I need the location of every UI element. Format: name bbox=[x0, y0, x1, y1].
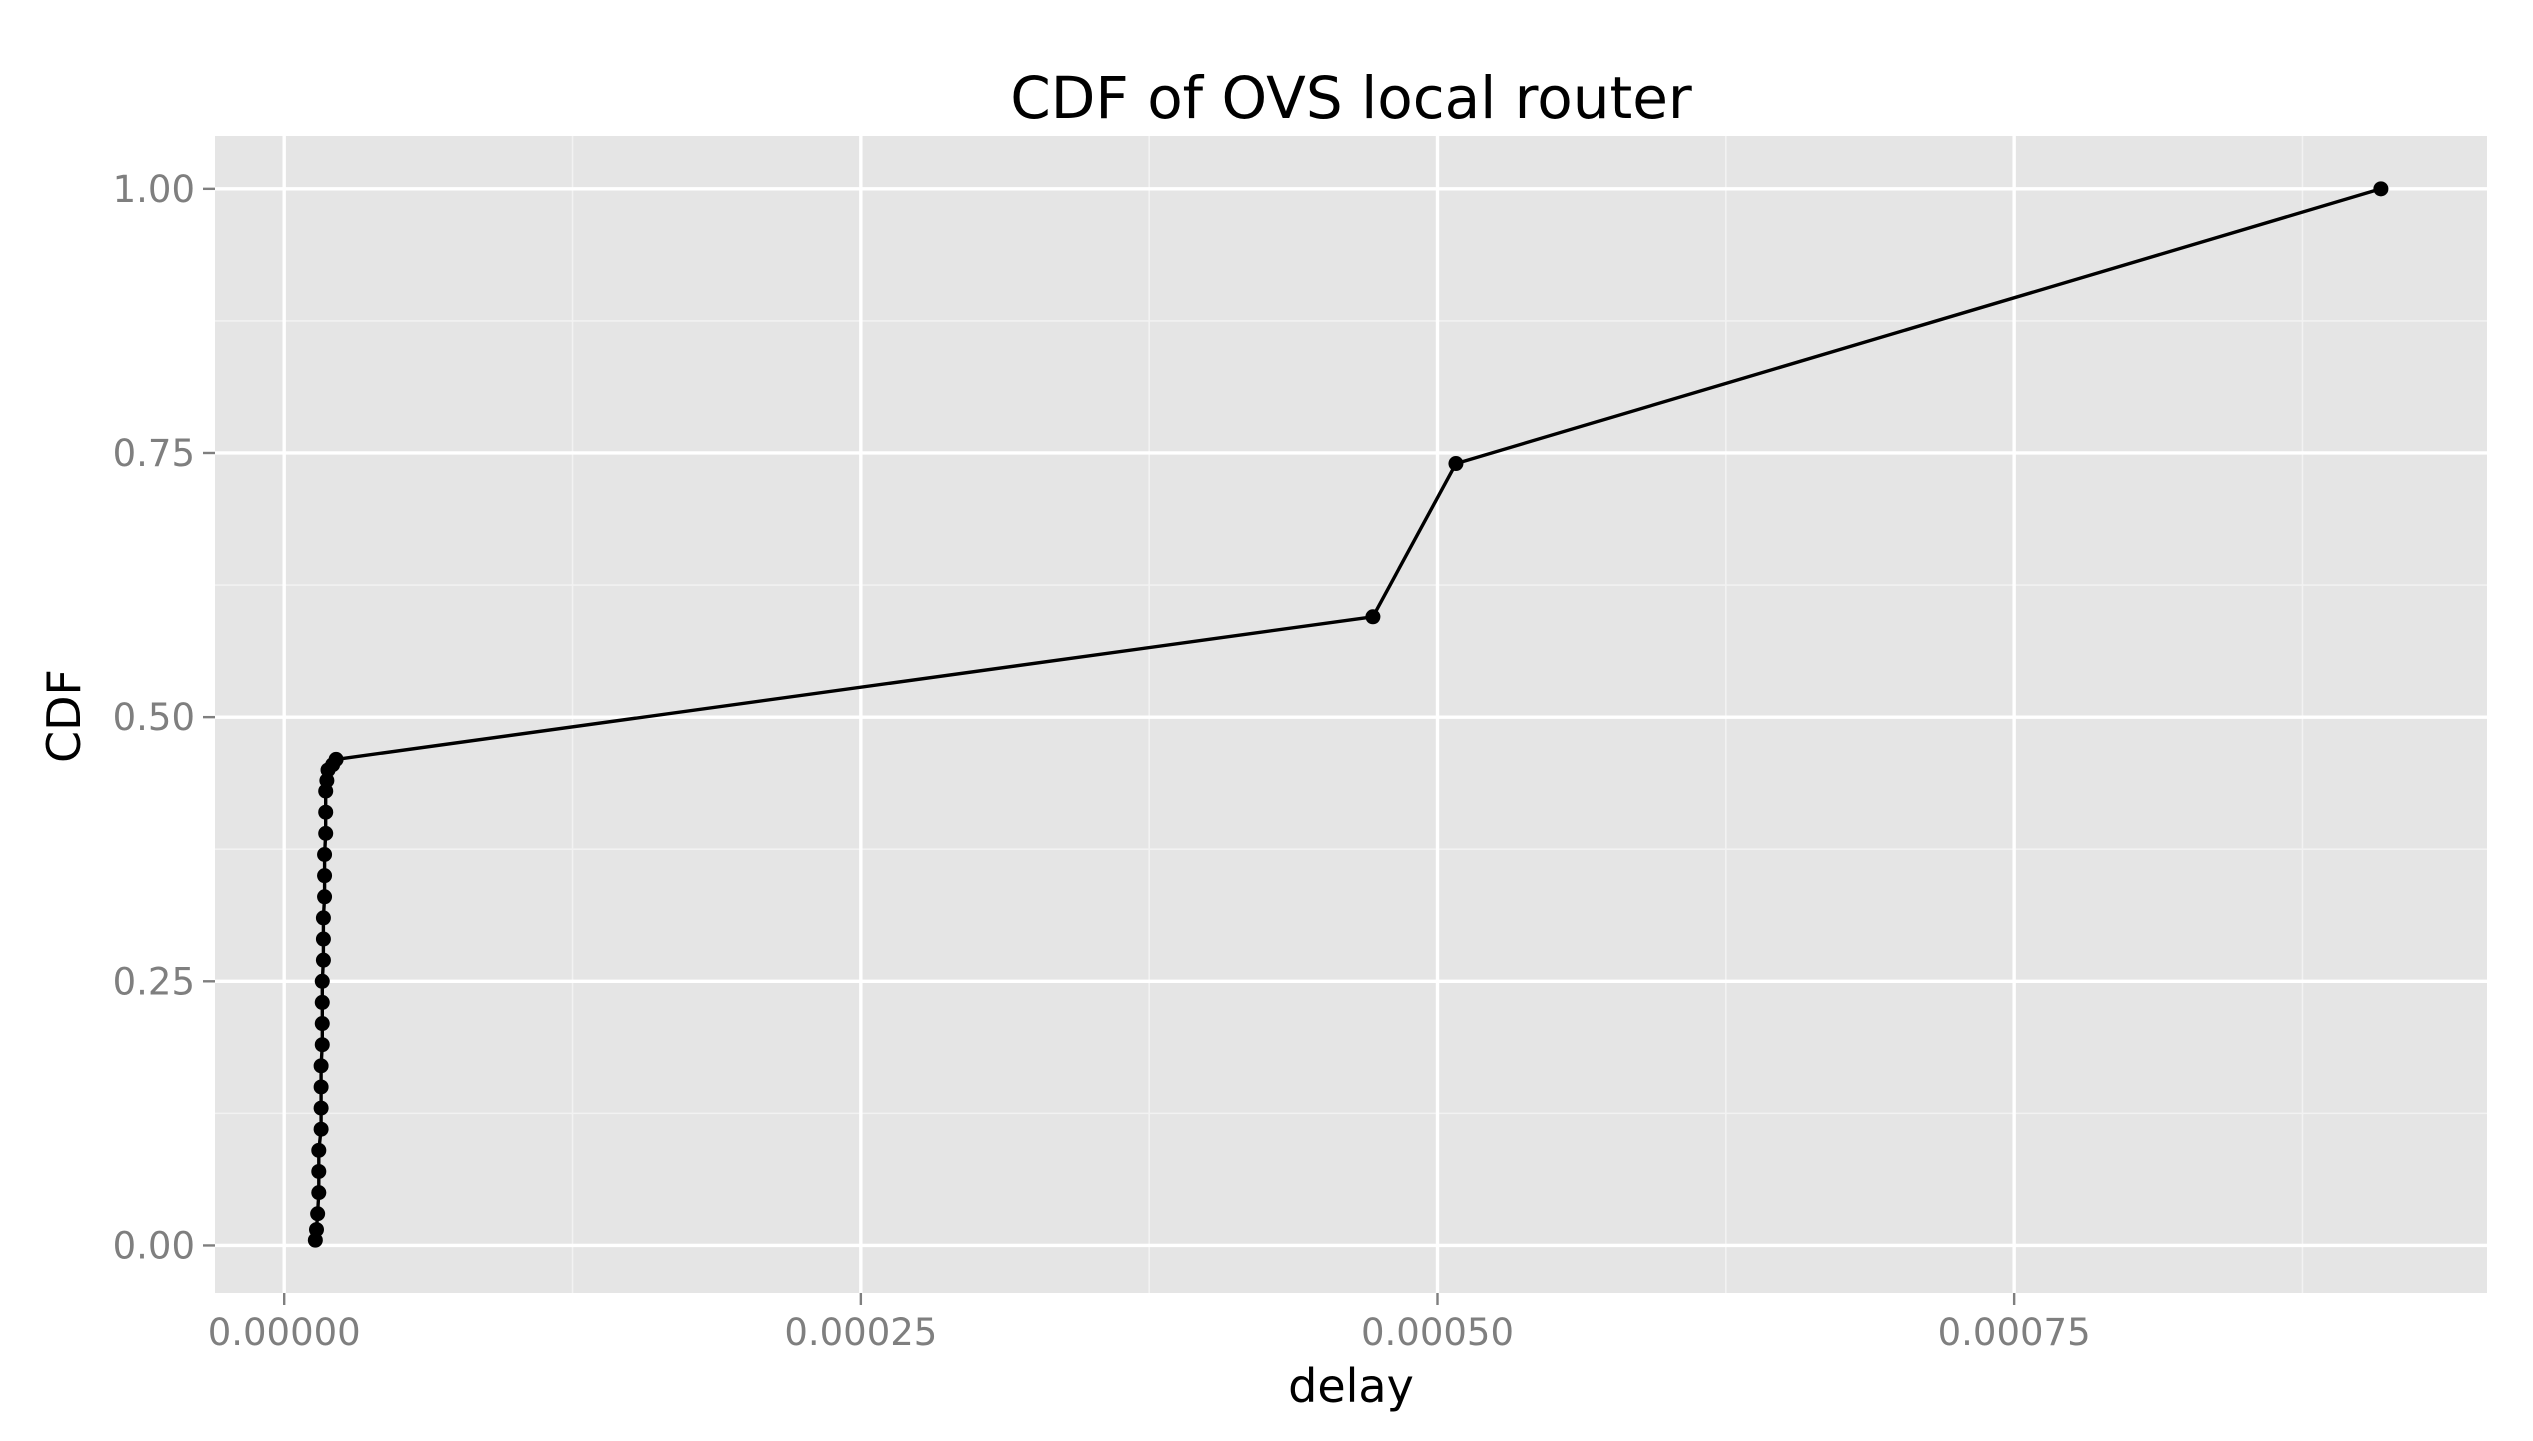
cdf-data-point bbox=[1448, 456, 1464, 472]
y-tick-label: 0.00 bbox=[113, 1224, 195, 1267]
y-axis-title: CDF bbox=[37, 669, 91, 763]
cdf-data-point bbox=[318, 825, 334, 841]
axes-layer: 0.00000 0.00025 0.00050 0.00075 0.00 0.25 0.50… bbox=[113, 168, 2091, 1354]
x-tick-label: 0.00025 bbox=[784, 1311, 937, 1354]
x-tick-label: 0.00075 bbox=[1938, 1311, 2091, 1354]
cdf-data-point bbox=[311, 1142, 327, 1158]
series-layer bbox=[307, 181, 2389, 1248]
cdf-data-point bbox=[313, 1100, 329, 1116]
cdf-data-point bbox=[311, 1163, 327, 1179]
cdf-data-point bbox=[328, 751, 344, 767]
y-tick-label: 0.75 bbox=[113, 432, 195, 475]
cdf-data-point bbox=[314, 994, 330, 1010]
plot-panel bbox=[215, 136, 2487, 1293]
cdf-data-point bbox=[317, 868, 333, 884]
cdf-data-point bbox=[318, 804, 334, 820]
x-tick-label: 0.00050 bbox=[1361, 1311, 1514, 1354]
cdf-data-point bbox=[313, 1058, 329, 1074]
x-tick-label: 0.00000 bbox=[208, 1311, 361, 1354]
cdf-data-point bbox=[315, 910, 331, 926]
major-gridlines bbox=[215, 136, 2487, 1293]
cdf-data-point bbox=[308, 1222, 324, 1238]
cdf-data-point bbox=[314, 1016, 330, 1032]
cdf-data-point bbox=[314, 973, 330, 989]
cdf-data-point bbox=[311, 1185, 327, 1201]
cdf-data-point bbox=[2373, 181, 2389, 197]
chart-title: CDF of OVS local router bbox=[1010, 64, 1692, 132]
cdf-data-point bbox=[314, 1037, 330, 1053]
cdf-data-point bbox=[313, 1079, 329, 1095]
x-axis-title: delay bbox=[1288, 1359, 1414, 1413]
cdf-data-point bbox=[1365, 609, 1381, 625]
cdf-data-point bbox=[317, 889, 333, 905]
y-tick-label: 1.00 bbox=[113, 168, 195, 211]
minor-gridlines bbox=[215, 136, 2487, 1293]
cdf-data-point bbox=[310, 1206, 326, 1222]
cdf-data-point bbox=[315, 931, 331, 947]
y-tick-label: 0.25 bbox=[113, 960, 195, 1003]
cdf-data-point bbox=[315, 952, 331, 968]
y-tick-label: 0.50 bbox=[113, 696, 195, 739]
cdf-data-point bbox=[313, 1121, 329, 1137]
cdf-data-point bbox=[317, 847, 333, 863]
